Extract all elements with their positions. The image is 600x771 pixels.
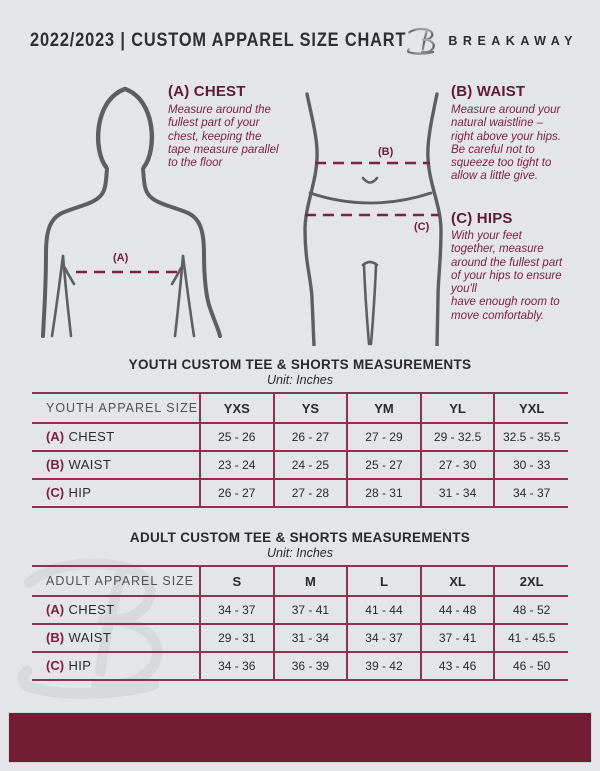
- chest-heading: (A) CHEST: [168, 83, 246, 100]
- waist-heading: (B) WAIST: [451, 83, 526, 100]
- table-cell: 34 - 36: [199, 652, 274, 680]
- chest-figure-diagram: [41, 86, 222, 338]
- hips-instructions: With your feet together, measure around …: [451, 230, 563, 322]
- adult-size-table: ADULT APPAREL SIZE S M L XL 2XL (A) CHES…: [32, 565, 568, 681]
- page-title: 2022/2023 | CUSTOM APPAREL SIZE CHART: [30, 30, 407, 51]
- adult-hip-row: (C) HIP 34 - 36 36 - 39 39 - 42 43 - 46 …: [32, 652, 568, 680]
- row-marker: (C): [46, 485, 65, 500]
- table-cell: 28 - 31: [346, 479, 421, 507]
- adult-chest-row: (A) CHEST 34 - 37 37 - 41 41 - 44 44 - 4…: [32, 596, 568, 624]
- table-cell: 34 - 37: [493, 479, 568, 507]
- row-marker: (B): [46, 457, 65, 472]
- brand-logo: BREAKAWAY: [405, 24, 578, 58]
- row-label: WAIST: [68, 630, 112, 645]
- waist-hips-figure-diagram: [303, 92, 443, 346]
- youth-waist-row: (B) WAIST 23 - 24 24 - 25 25 - 27 27 - 3…: [32, 451, 568, 479]
- size-header-2xl: 2XL: [493, 566, 568, 596]
- size-header-yxs: YXS: [199, 393, 274, 423]
- chest-marker-label: (A): [113, 252, 129, 264]
- youth-size-table: YOUTH APPAREL SIZE YXS YS YM YL YXL (A) …: [32, 392, 568, 508]
- hips-marker-label: (C): [414, 221, 430, 233]
- youth-hip-row: (C) HIP 26 - 27 27 - 28 28 - 31 31 - 34 …: [32, 479, 568, 507]
- table-cell: 23 - 24: [199, 451, 274, 479]
- waist-marker-label: (B): [378, 146, 394, 158]
- youth-chest-row: (A) CHEST 25 - 26 26 - 27 27 - 29 29 - 3…: [32, 423, 568, 451]
- size-header-s: S: [199, 566, 274, 596]
- brand-wordmark: BREAKAWAY: [448, 34, 578, 48]
- table-cell: 29 - 31: [199, 624, 274, 652]
- chest-instructions: Measure around the fullest part of your …: [168, 104, 279, 170]
- table-cell: 25 - 27: [346, 451, 421, 479]
- row-marker: (A): [46, 429, 65, 444]
- table-cell: 46 - 50: [493, 652, 568, 680]
- adult-table-title: ADULT CUSTOM TEE & SHORTS MEASUREMENTS: [129, 530, 471, 545]
- row-label: CHEST: [68, 429, 115, 444]
- table-cell: 27 - 28: [272, 479, 348, 507]
- table-cell: 32.5 - 35.5: [493, 423, 568, 451]
- size-header-yxl: YXL: [493, 393, 568, 423]
- row-marker: (B): [46, 630, 65, 645]
- youth-table-title: YOUTH CUSTOM TEE & SHORTS MEASUREMENTS: [128, 357, 472, 372]
- table-cell: 37 - 41: [419, 624, 495, 652]
- table-cell: 29 - 32.5: [419, 423, 495, 451]
- table-cell: 34 - 37: [346, 624, 421, 652]
- table-cell: 27 - 30: [419, 451, 495, 479]
- table-cell: 36 - 39: [272, 652, 348, 680]
- size-header-l: L: [346, 566, 421, 596]
- table-cell: 31 - 34: [272, 624, 348, 652]
- table-cell: 34 - 37: [199, 596, 274, 624]
- youth-table-unit: Unit: Inches: [266, 373, 333, 387]
- table-cell: 44 - 48: [419, 596, 495, 624]
- size-header-ys: YS: [272, 393, 348, 423]
- youth-size-col-header: YOUTH APPAREL SIZE: [46, 401, 199, 415]
- table-cell: 43 - 46: [419, 652, 495, 680]
- adult-table-unit: Unit: Inches: [266, 546, 333, 560]
- row-label: CHEST: [68, 602, 115, 617]
- table-cell: 41 - 44: [346, 596, 421, 624]
- row-label: HIP: [68, 658, 92, 673]
- size-header-xl: XL: [419, 566, 495, 596]
- table-cell: 37 - 41: [272, 596, 348, 624]
- table-cell: 26 - 27: [272, 423, 348, 451]
- adult-table-header-row: ADULT APPAREL SIZE S M L XL 2XL: [32, 566, 568, 596]
- table-cell: 41 - 45.5: [493, 624, 568, 652]
- row-marker: (A): [46, 602, 65, 617]
- footer-bar: [8, 712, 592, 763]
- table-cell: 27 - 29: [346, 423, 421, 451]
- size-header-yl: YL: [419, 393, 495, 423]
- row-label: WAIST: [68, 457, 112, 472]
- breakaway-monogram-icon: [407, 27, 436, 55]
- table-cell: 31 - 34: [419, 479, 495, 507]
- table-cell: 24 - 25: [272, 451, 348, 479]
- youth-table-header-row: YOUTH APPAREL SIZE YXS YS YM YL YXL: [32, 393, 568, 423]
- waist-instructions: Measure around your natural waistline – …: [451, 104, 561, 183]
- hips-heading: (C) HIPS: [451, 210, 513, 227]
- row-marker: (C): [46, 658, 65, 673]
- table-cell: 26 - 27: [199, 479, 274, 507]
- adult-size-col-header: ADULT APPAREL SIZE: [46, 574, 195, 588]
- row-label: HIP: [68, 485, 92, 500]
- table-cell: 48 - 52: [493, 596, 568, 624]
- table-cell: 30 - 33: [493, 451, 568, 479]
- size-header-ym: YM: [346, 393, 421, 423]
- table-cell: 39 - 42: [346, 652, 421, 680]
- table-cell: 25 - 26: [199, 423, 274, 451]
- adult-waist-row: (B) WAIST 29 - 31 31 - 34 34 - 37 37 - 4…: [32, 624, 568, 652]
- size-header-m: M: [272, 566, 348, 596]
